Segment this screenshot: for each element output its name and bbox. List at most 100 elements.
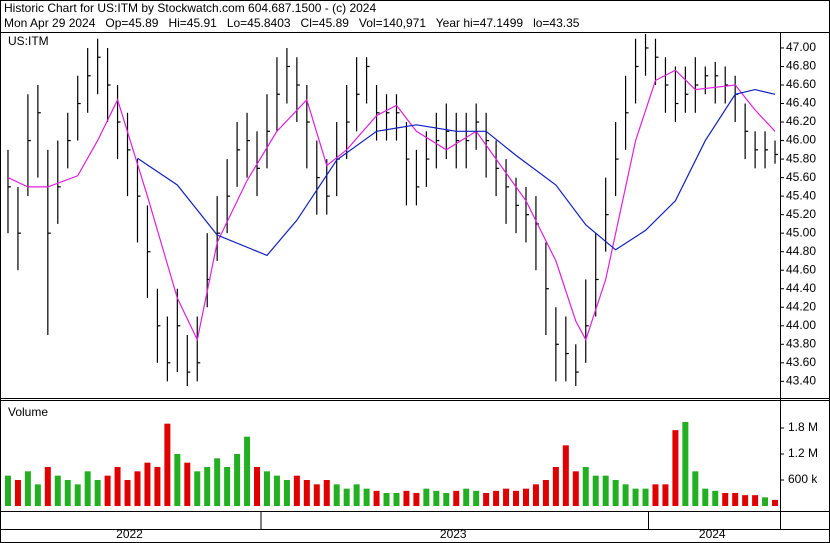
volume-bar [473, 490, 480, 506]
volume-bar [642, 488, 649, 506]
volume-bar [323, 480, 330, 506]
volume-bar [443, 493, 450, 506]
volume-bar [164, 423, 171, 506]
volume-bar [204, 467, 211, 506]
y-tick-label: 43.80 [786, 336, 816, 350]
y-tick-label: 44.80 [786, 244, 816, 258]
volume-bar [144, 462, 151, 506]
volume-bar [54, 475, 61, 506]
y-tick-label: 600 k [788, 472, 818, 486]
volume-bar [104, 475, 111, 506]
volume-bar [632, 488, 639, 506]
y-tick-label: 46.80 [786, 59, 816, 73]
volume-bar [722, 493, 729, 506]
volume-bar [662, 484, 669, 506]
year-label: 2022 [116, 527, 143, 541]
y-tick-label: 46.20 [786, 114, 816, 128]
volume-bar [353, 484, 360, 506]
volume-bar [702, 488, 709, 506]
year-label: 2023 [440, 527, 467, 541]
volume-bar [652, 484, 659, 506]
volume-bar [373, 490, 380, 506]
volume-bar [64, 480, 71, 506]
volume-bar [84, 471, 91, 506]
volume-bar [612, 480, 619, 506]
y-tick-label: 1.8 M [788, 420, 818, 434]
volume-bar [552, 467, 559, 506]
volume-bar [303, 480, 310, 506]
volume-bar [522, 488, 529, 506]
volume-bar [622, 484, 629, 506]
volume-bar [134, 471, 141, 506]
volume-bar [383, 493, 390, 506]
volume-bar [413, 493, 420, 506]
volume-bar [154, 467, 161, 506]
volume-bar [682, 421, 689, 506]
volume-bar [483, 493, 490, 506]
volume-bar [184, 462, 191, 506]
y-tick-label: 45.80 [786, 151, 816, 165]
volume-bar [493, 490, 500, 506]
volume-bar [712, 490, 719, 506]
y-tick-label: 44.60 [786, 262, 816, 276]
volume-bar [672, 430, 679, 506]
volume-bar [463, 488, 470, 506]
volume-bar [14, 480, 21, 506]
volume-bar [742, 495, 749, 506]
y-tick-label: 47.00 [786, 40, 816, 54]
volume-bar [592, 475, 599, 506]
volume-bar [194, 471, 201, 506]
volume-bar [283, 480, 290, 506]
volume-bar [94, 480, 101, 506]
volume-bar [732, 493, 739, 506]
volume-bar [572, 471, 579, 506]
volume-bar [263, 471, 270, 506]
y-tick-label: 43.40 [786, 374, 816, 388]
volume-bar [124, 480, 131, 506]
volume-bar [4, 475, 11, 506]
volume-bar [453, 490, 460, 506]
volume-bar [562, 445, 569, 506]
volume-bar [214, 458, 221, 506]
year-label: 2024 [699, 527, 726, 541]
moving-average [7, 69, 776, 342]
header-title: Historic Chart for US:ITM by Stockwatch.… [4, 1, 376, 15]
header-summary: Mon Apr 29 2024 Op=45.89 Hi=45.91 Lo=45.… [4, 16, 580, 30]
volume-bar [313, 484, 320, 506]
volume-bar [532, 484, 539, 506]
volume-bar [44, 467, 51, 506]
y-tick-label: 46.40 [786, 96, 816, 110]
volume-bar [244, 436, 251, 506]
y-tick-label: 45.40 [786, 188, 816, 202]
volume-bar [503, 488, 510, 506]
volume-bar [273, 475, 280, 506]
volume-bar [174, 454, 181, 506]
volume-bar [423, 488, 430, 506]
volume-bar [34, 484, 41, 506]
volume-bar [293, 475, 300, 506]
y-tick-label: 45.00 [786, 225, 816, 239]
y-tick-label: 1.2 M [788, 446, 818, 460]
volume-bar [403, 490, 410, 506]
y-tick-label: 46.00 [786, 133, 816, 147]
volume-bar [24, 471, 31, 506]
volume-bar [333, 484, 340, 506]
y-tick-label: 45.20 [786, 207, 816, 221]
volume-bar [343, 488, 350, 506]
y-tick-label: 44.40 [786, 281, 816, 295]
volume-bar [602, 475, 609, 506]
volume-bar [513, 490, 520, 506]
volume-bar [393, 493, 400, 506]
y-tick-label: 44.00 [786, 318, 816, 332]
volume-bar [433, 490, 440, 506]
volume-bar [692, 471, 699, 506]
volume-bar [762, 497, 769, 506]
volume-bar [542, 480, 549, 506]
panel-label: US:ITM [8, 34, 49, 48]
volume-bar [254, 467, 261, 506]
volume-bar [224, 467, 231, 506]
volume-bar [114, 467, 121, 506]
volume-bar [363, 488, 370, 506]
volume-bar [772, 499, 779, 506]
